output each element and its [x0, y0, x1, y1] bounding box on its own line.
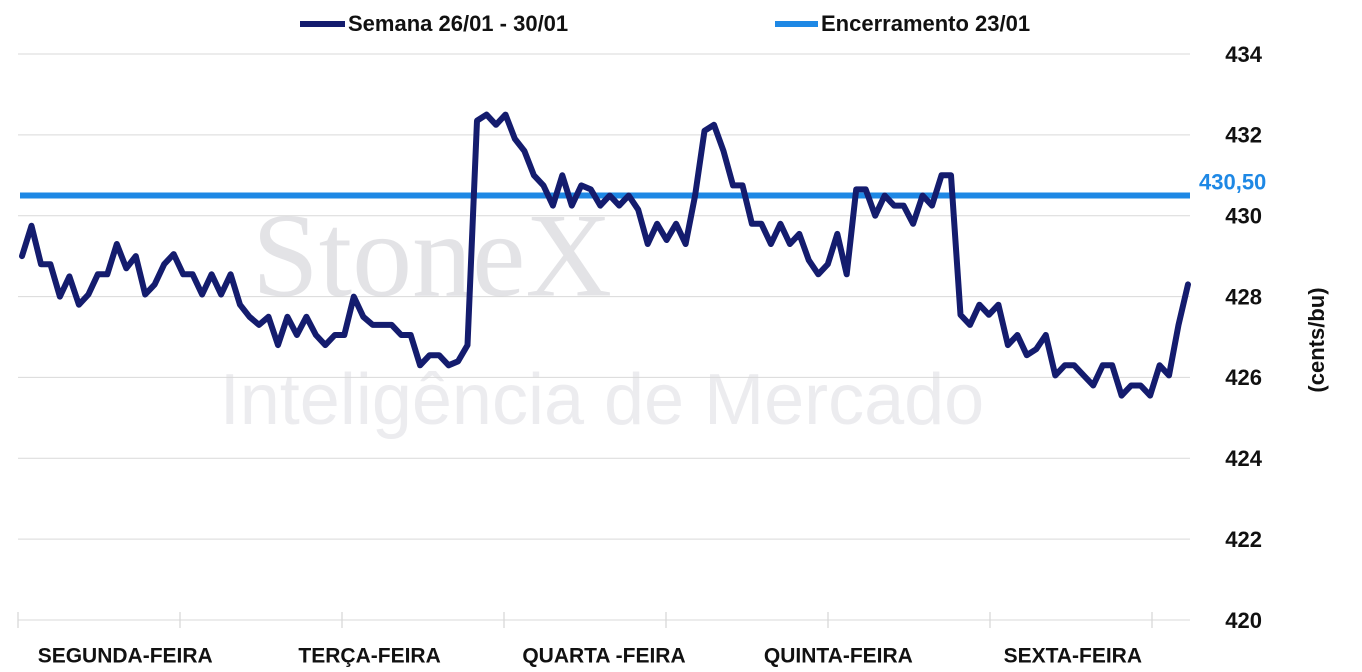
watermark-subtitle: Inteligência de Mercado — [220, 360, 984, 440]
y-tick-label: 434 — [1225, 42, 1262, 67]
series-line — [19, 111, 1191, 399]
y-tick-label: 430 — [1225, 204, 1262, 229]
y-tick-label: 420 — [1225, 608, 1262, 633]
y-tick-label: 424 — [1225, 446, 1262, 471]
y-tick-label: 428 — [1225, 284, 1262, 309]
watermark-brand: StoneX — [252, 189, 612, 322]
x-tick-label: TERÇA-FEIRA — [298, 645, 440, 668]
x-tick-label: SEXTA-FEIRA — [1004, 645, 1142, 668]
y-tick-label: 422 — [1225, 527, 1262, 552]
legend-label: Encerramento 23/01 — [821, 11, 1030, 36]
y-axis-label: (cents/bu) — [1304, 287, 1329, 392]
x-tick-label: SEGUNDA-FEIRA — [38, 645, 213, 668]
y-tick-label: 432 — [1225, 123, 1262, 148]
y-tick-label: 426 — [1225, 365, 1262, 390]
legend-label: Semana 26/01 - 30/01 — [348, 11, 568, 36]
reference-label: 430,50 — [1199, 169, 1266, 194]
x-tick-label: QUINTA-FEIRA — [764, 645, 913, 668]
x-tick-label: QUARTA -FEIRA — [522, 645, 685, 668]
